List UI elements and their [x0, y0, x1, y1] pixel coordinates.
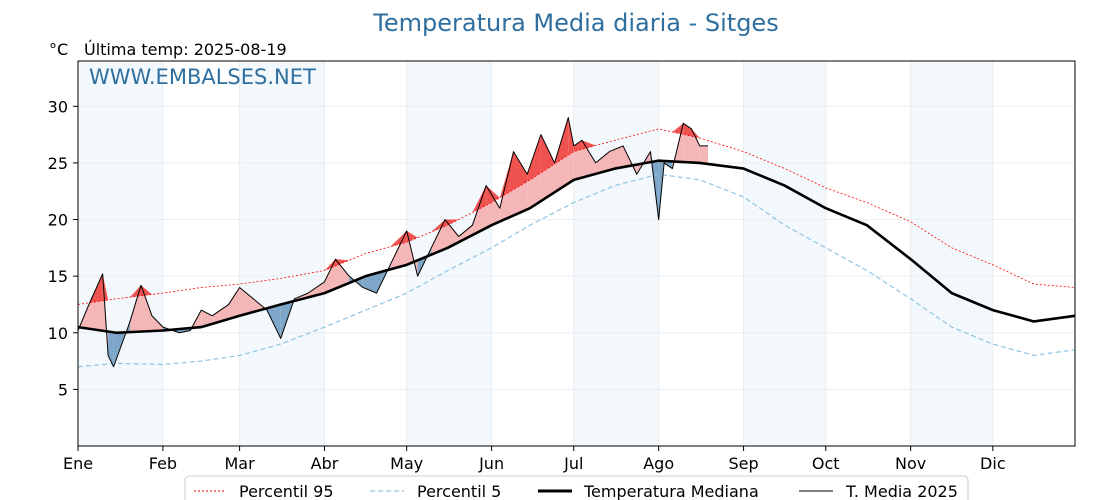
fill-above-p95 [390, 230, 407, 247]
y-tick-label: 30 [48, 97, 68, 116]
fill-above-p95 [406, 230, 418, 243]
fill-above-p95 [527, 134, 541, 182]
x-tick-label: Mar [225, 454, 256, 473]
month-band [573, 61, 659, 446]
series-lines [77, 117, 1076, 368]
fill-above-median [445, 219, 459, 249]
y-tick-label: 10 [48, 324, 68, 343]
fill-above-median [130, 285, 141, 333]
fill-above-p95 [324, 259, 336, 271]
fill-above-median [201, 310, 213, 328]
month-band [910, 61, 993, 446]
fill-above-p95 [581, 140, 596, 150]
x-tick-label: Abr [311, 454, 339, 473]
fill-above-p95 [672, 123, 684, 135]
x-tick-label: Dic [980, 454, 1006, 473]
fill-above-p95 [540, 134, 555, 173]
fill-above-p95 [472, 185, 487, 213]
x-tick-label: Feb [149, 454, 177, 473]
fill-above-median [691, 128, 700, 163]
percentil-5-line [77, 173, 1076, 368]
fill-above-median [699, 145, 708, 164]
median-line [77, 159, 1076, 335]
x-tick-label: May [390, 454, 423, 473]
y-tick-label: 15 [48, 267, 68, 286]
fill-above-p95 [513, 151, 528, 190]
x-tick-label: Jul [563, 454, 583, 473]
month-band [406, 61, 492, 446]
fill-above-median [458, 225, 473, 243]
legend-median-label: Temperatura Mediana [583, 482, 759, 500]
x-tick-label: Jun [478, 454, 504, 473]
fill-below-median [362, 273, 377, 294]
fill-above-median [581, 140, 596, 178]
month-shading [78, 61, 993, 446]
y-tick-label: 20 [48, 211, 68, 230]
last-temp-label: Última temp: 2025-08-19 [84, 40, 287, 59]
fill-above-median [228, 287, 240, 320]
fill-above-p95 [691, 128, 700, 138]
fill-above-median [140, 285, 152, 332]
month-band [78, 61, 163, 446]
watermark: WWW.EMBALSES.NET [89, 65, 316, 89]
x-axis: Ene Feb Mar Abr May Jun Jul Ago Sep Oct Nov Dic [63, 446, 1006, 473]
month-band [743, 61, 826, 446]
fill-above-median [239, 287, 254, 316]
legend-box [184, 475, 969, 500]
fill-above-p95 [335, 259, 350, 266]
fill-above-median [335, 259, 350, 289]
fill-above-median [151, 315, 163, 332]
chart-title: Temperatura Media diaria - Sitges [372, 9, 778, 37]
fill-above-median [431, 219, 446, 255]
y-tick-label: 25 [48, 154, 68, 173]
x-tick-label: Nov [895, 454, 926, 473]
x-tick-label: Sep [729, 454, 759, 473]
fill-above-p95 [431, 219, 446, 232]
unit-label: °C [49, 40, 68, 59]
plot-frame [77, 60, 1076, 447]
legend: Percentil 95 Percentil 5 Temperatura Med… [184, 475, 969, 500]
fill-above-p95 [683, 123, 692, 137]
y-axis: 5 10 15 20 25 30 [48, 97, 78, 399]
x-tick-label: Oct [812, 454, 840, 473]
month-band [239, 61, 325, 446]
y-tick-label: 5 [58, 380, 68, 399]
x-tick-label: Ago [643, 454, 674, 473]
x-tick-label: Ene [63, 454, 93, 473]
fill-above-p95 [499, 151, 514, 198]
t-media-2025-line [77, 117, 708, 368]
fill-below-median [266, 304, 281, 339]
fill-above-median [324, 259, 336, 294]
fill-above-p95 [573, 140, 582, 152]
fill-above-median [609, 145, 624, 171]
legend-2025-label: T. Media 2025 [845, 482, 958, 500]
fill-above-median [595, 151, 610, 174]
legend-p95-label: Percentil 95 [239, 482, 334, 500]
fill-above-median [672, 123, 684, 169]
legend-p5-label: Percentil 5 [417, 482, 501, 500]
